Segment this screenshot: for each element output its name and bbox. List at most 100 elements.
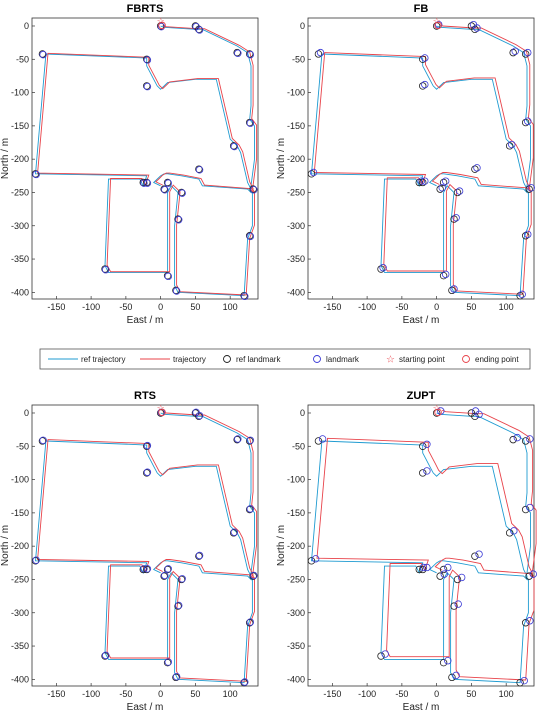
landmark-marker xyxy=(421,177,429,185)
ref-landmark-marker xyxy=(101,652,109,660)
y-tick-label: -100 xyxy=(287,475,305,485)
y-tick-label: 0 xyxy=(24,21,29,31)
chart-title: FBRTS xyxy=(127,3,164,15)
y-tick-label: 0 xyxy=(24,408,29,418)
landmark-marker xyxy=(230,528,239,536)
landmark-marker xyxy=(444,656,452,665)
ref-landmark-marker xyxy=(525,185,533,193)
landmark-marker xyxy=(452,214,460,222)
landmark-marker xyxy=(379,264,387,272)
legend-starting-point-label: starting point xyxy=(399,355,446,364)
landmark-marker xyxy=(234,435,242,443)
ref-landmark-marker xyxy=(436,185,444,193)
ref-landmark-marker xyxy=(160,185,168,193)
ref-landmark-marker xyxy=(521,619,530,627)
ref-landmark-marker xyxy=(101,265,109,273)
landmark-marker xyxy=(475,550,483,558)
ref-landmark-marker xyxy=(516,291,524,300)
ref-landmark-marker xyxy=(163,565,172,574)
ref-landmark-marker xyxy=(450,215,458,223)
y-tick-label: -400 xyxy=(11,287,29,297)
x-tick-label: 0 xyxy=(434,689,439,699)
x-tick-label: -50 xyxy=(119,302,132,312)
ref-landmark-marker xyxy=(229,529,238,537)
ref-landmark-marker xyxy=(195,165,203,173)
y-axis-label: North / m xyxy=(276,525,287,566)
ref-landmark-marker xyxy=(450,602,458,610)
x-tick-label: -150 xyxy=(47,302,65,312)
ref-landmark-marker xyxy=(143,55,151,63)
ref-landmark-marker xyxy=(245,619,254,627)
ref-landmark-marker xyxy=(177,575,186,584)
panel-rts: RTS -150 -100 -50 0 50 100 0 -50 -100 -150 -200 -250… xyxy=(0,390,259,713)
y-tick-label: -350 xyxy=(287,254,305,264)
landmark-marker xyxy=(172,287,181,295)
landmark-marker xyxy=(316,48,325,57)
landmark-marker xyxy=(143,441,152,450)
landmark-marker xyxy=(32,170,40,179)
ref-landmark-marker xyxy=(240,678,248,687)
landmark-marker xyxy=(246,119,255,127)
legend-ref-trajectory-label: ref trajectory xyxy=(81,355,125,364)
landmark-marker xyxy=(143,565,152,573)
y-tick-label: -300 xyxy=(287,221,305,231)
ref-landmark-marker xyxy=(172,673,180,682)
ref-landmark-marker xyxy=(453,575,462,584)
ref-landmark-marker xyxy=(195,552,203,560)
landmark-marker xyxy=(195,166,204,174)
y-tick-label: -100 xyxy=(287,88,305,98)
landmark-marker xyxy=(526,503,534,512)
ref-landmark-marker xyxy=(31,557,40,565)
ref-landmark-marker xyxy=(377,652,385,660)
axes-box xyxy=(31,17,259,300)
landmark-marker xyxy=(455,187,464,195)
landmark-marker xyxy=(102,651,110,660)
ending-point-marker xyxy=(158,408,166,417)
ref-landmark-marker xyxy=(377,265,385,273)
ref-landmark-marker xyxy=(233,435,241,444)
ref-landmark-marker xyxy=(525,572,533,580)
landmark-marker xyxy=(423,467,431,475)
landmark-marker xyxy=(417,177,426,185)
landmark-marker xyxy=(140,565,148,573)
ref-landmark-marker xyxy=(439,271,448,280)
ref-landmark-marker xyxy=(240,291,248,300)
y-tick-label: -250 xyxy=(11,187,29,197)
x-tick-label: -100 xyxy=(82,689,100,699)
x-tick-label: -50 xyxy=(395,689,408,699)
x-tick-label: 50 xyxy=(190,302,200,312)
y-tick-label: -150 xyxy=(11,508,29,518)
ref-trajectory-line xyxy=(311,25,531,297)
landmark-marker xyxy=(102,266,110,274)
y-tick-label: -300 xyxy=(11,221,29,231)
ref-landmark-marker xyxy=(505,142,514,150)
landmark-marker xyxy=(524,230,532,239)
x-tick-label: 100 xyxy=(499,689,514,699)
landmark-marker xyxy=(164,565,172,573)
landmark-marker xyxy=(164,179,172,187)
legend-trajectory-label: trajectory xyxy=(173,355,206,364)
landmark-marker xyxy=(246,50,255,59)
ref-landmark-marker xyxy=(439,178,448,187)
x-axis-label: East / m xyxy=(127,315,164,326)
y-tick-label: -350 xyxy=(287,641,305,651)
y-tick-label: -200 xyxy=(287,541,305,551)
landmark-marker xyxy=(164,658,172,666)
landmark-marker xyxy=(473,24,481,32)
x-tick-label: -50 xyxy=(119,689,132,699)
ref-landmark-marker xyxy=(439,565,448,574)
x-axis-label: East / m xyxy=(127,702,164,713)
legend-ending-point-marker xyxy=(462,355,470,363)
ref-landmark-marker xyxy=(521,505,530,514)
ref-landmark-marker xyxy=(172,286,180,295)
chart-title: RTS xyxy=(134,390,156,402)
ref-landmark-marker xyxy=(314,437,323,445)
landmark-marker xyxy=(246,232,255,241)
landmark-marker xyxy=(421,54,429,62)
starting-point-marker: ☆ xyxy=(433,403,441,413)
landmark-marker xyxy=(526,617,534,625)
y-tick-label: -250 xyxy=(287,574,305,584)
y-axis-label: North / m xyxy=(276,138,287,179)
ref-landmark-marker xyxy=(163,658,172,667)
landmark-marker xyxy=(178,189,186,197)
